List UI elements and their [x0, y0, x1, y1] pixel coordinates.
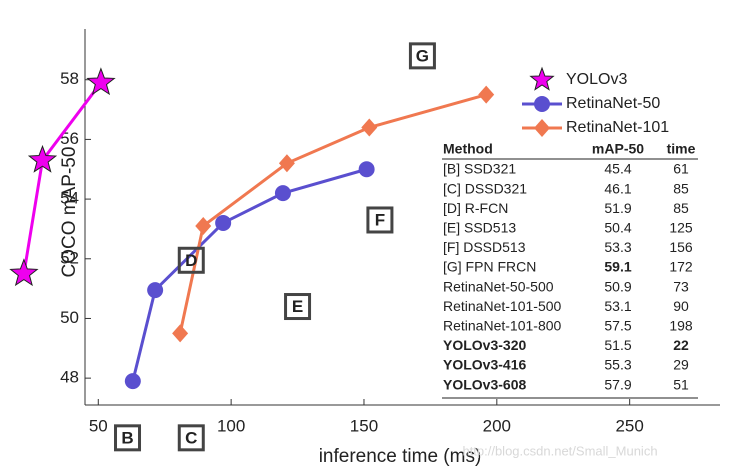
- y-tick-label: 50: [60, 308, 79, 327]
- annotation-label: E: [292, 297, 303, 316]
- y-tick-label: 56: [60, 129, 79, 148]
- table-cell: 53.1: [604, 298, 631, 314]
- marker-circle: [215, 214, 232, 231]
- table-cell: 45.4: [604, 161, 631, 177]
- legend-label: YOLOv3: [566, 71, 627, 88]
- table-cell: 172: [669, 259, 693, 275]
- annotation-box: [284, 293, 312, 321]
- legend-label: RetinaNet-50: [566, 95, 660, 112]
- marker-diamond: [361, 118, 378, 137]
- table-cell: RetinaNet-101-500: [443, 298, 562, 314]
- table-cell: [D] R-FCN: [443, 200, 508, 216]
- table-cell: 198: [669, 318, 693, 334]
- table-cell: 51.9: [604, 200, 631, 216]
- annotation-box: [177, 424, 205, 452]
- table-cell: 46.1: [604, 180, 631, 196]
- x-tick-label: 50: [89, 416, 108, 435]
- table-cell: [E] SSD513: [443, 220, 516, 236]
- annotation-box: [114, 424, 142, 452]
- table-cell: 29: [673, 357, 689, 373]
- marker-diamond: [195, 216, 212, 235]
- marker-star: [86, 67, 116, 96]
- annotation-label: D: [185, 251, 197, 270]
- y-tick-label: 52: [60, 248, 79, 267]
- marker-circle: [358, 161, 375, 178]
- table-cell: [C] DSSD321: [443, 180, 527, 196]
- table-cell: 22: [673, 337, 689, 353]
- x-axis-label: inference time (ms): [319, 446, 482, 467]
- marker-diamond: [172, 324, 189, 343]
- x-tick-label: 100: [217, 416, 245, 435]
- table-cell: 125: [669, 220, 693, 236]
- x-tick-label: 250: [615, 416, 643, 435]
- table-cell: 61: [673, 161, 689, 177]
- marker-star: [529, 66, 555, 91]
- table-cell: [B] SSD321: [443, 161, 516, 177]
- marker-diamond: [278, 154, 295, 173]
- table-cell: 51: [673, 376, 689, 392]
- y-tick-label: 54: [60, 189, 79, 208]
- x-tick-label: 150: [350, 416, 378, 435]
- table-cell: 57.9: [604, 376, 631, 392]
- annotation-label: C: [185, 428, 197, 447]
- table-header: Method: [443, 141, 493, 157]
- marker-circle: [147, 282, 164, 299]
- table-header: time: [667, 141, 696, 157]
- table-cell: 57.5: [604, 318, 631, 334]
- marker-circle: [274, 185, 291, 202]
- series-line: [178, 93, 487, 334]
- annotation-label: F: [375, 210, 385, 229]
- table-cell: [G] FPN FRCN: [443, 259, 536, 275]
- marker-diamond: [478, 85, 495, 104]
- marker-circle: [534, 96, 550, 112]
- y-axis-label: COCO mAP-50: [59, 147, 80, 278]
- watermark: http://blog.csdn.net/Small_Munich: [462, 443, 657, 458]
- table-cell: [F] DSSD513: [443, 239, 526, 255]
- legend-label: RetinaNet-101: [566, 119, 669, 136]
- annotation-box: [408, 42, 436, 70]
- table-cell: YOLOv3-608: [443, 376, 526, 392]
- table-cell: YOLOv3-320: [443, 337, 526, 353]
- table-cell: RetinaNet-50-500: [443, 278, 554, 294]
- annotation-box: [366, 206, 394, 234]
- annotation-label: G: [416, 46, 429, 65]
- series-line: [131, 167, 368, 382]
- table-cell: RetinaNet-101-800: [443, 318, 562, 334]
- table-cell: 53.3: [604, 239, 631, 255]
- table-cell: 51.5: [604, 337, 631, 353]
- table-cell: 55.3: [604, 357, 631, 373]
- table-cell: 50.9: [604, 278, 631, 294]
- table-cell: 85: [673, 200, 689, 216]
- table-cell: 73: [673, 278, 689, 294]
- annotation-label: B: [121, 428, 133, 447]
- marker-diamond: [534, 119, 550, 137]
- marker-star: [9, 258, 39, 287]
- y-tick-label: 48: [60, 368, 79, 387]
- table-header: mAP-50: [592, 141, 644, 157]
- table-cell: YOLOv3-416: [443, 357, 526, 373]
- table-cell: 50.4: [604, 220, 631, 236]
- table-cell: 90: [673, 298, 689, 314]
- x-tick-label: 200: [483, 416, 511, 435]
- table-cell: 59.1: [604, 259, 631, 275]
- annotation-box: [177, 246, 205, 274]
- marker-circle: [124, 373, 141, 390]
- marker-star: [27, 144, 58, 173]
- table-cell: 85: [673, 180, 689, 196]
- table-cell: 156: [669, 239, 693, 255]
- y-tick-label: 58: [60, 69, 79, 88]
